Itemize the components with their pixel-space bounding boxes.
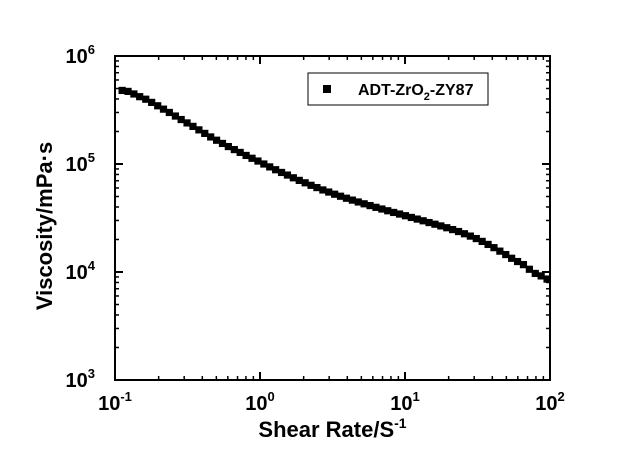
data-point bbox=[218, 139, 227, 148]
data-point bbox=[248, 154, 256, 162]
data-point bbox=[325, 188, 333, 196]
data-point bbox=[413, 215, 421, 223]
data-point bbox=[289, 174, 297, 182]
data-point bbox=[254, 157, 262, 165]
legend-marker bbox=[323, 85, 331, 93]
y-axis-label: Viscosity/mPa·s bbox=[32, 142, 57, 310]
data-series bbox=[118, 86, 551, 283]
data-point bbox=[472, 234, 480, 243]
x-axis-label: Shear Rate/S-1 bbox=[258, 415, 406, 442]
data-point bbox=[183, 119, 191, 127]
data-point bbox=[519, 261, 528, 269]
data-point bbox=[454, 227, 463, 236]
data-point bbox=[378, 205, 386, 213]
y-tick-label: 103 bbox=[66, 366, 95, 392]
data-point bbox=[313, 183, 321, 192]
data-point bbox=[460, 230, 469, 238]
data-point bbox=[425, 218, 433, 227]
data-point bbox=[443, 224, 451, 232]
data-point bbox=[319, 186, 327, 194]
data-point bbox=[508, 254, 516, 262]
data-point bbox=[272, 166, 280, 174]
data-point bbox=[407, 213, 415, 222]
data-point bbox=[301, 179, 309, 187]
data-point bbox=[437, 222, 445, 230]
data-point bbox=[154, 102, 162, 110]
data-point bbox=[189, 122, 197, 130]
data-point bbox=[159, 105, 168, 113]
data-point bbox=[342, 194, 351, 202]
data-point bbox=[130, 90, 138, 98]
data-point bbox=[537, 272, 545, 280]
data-point bbox=[260, 160, 268, 168]
data-point bbox=[484, 240, 492, 249]
data-point bbox=[195, 126, 203, 134]
data-point bbox=[283, 171, 292, 179]
data-point bbox=[307, 181, 315, 189]
plot-area bbox=[114, 55, 551, 381]
data-point bbox=[478, 237, 486, 246]
data-point bbox=[207, 133, 215, 141]
data-point bbox=[466, 232, 474, 240]
data-point bbox=[242, 151, 250, 160]
data-point bbox=[395, 210, 404, 218]
data-point bbox=[171, 112, 180, 120]
y-tick-label: 105 bbox=[66, 150, 95, 176]
data-point bbox=[230, 145, 238, 154]
plot-frame bbox=[114, 55, 551, 381]
data-point bbox=[348, 196, 356, 204]
data-point bbox=[295, 176, 303, 184]
x-tick-label: 100 bbox=[245, 389, 274, 415]
x-tick-label: 101 bbox=[390, 389, 419, 415]
data-point bbox=[531, 269, 539, 278]
data-point bbox=[331, 190, 339, 198]
data-point bbox=[502, 250, 510, 259]
axes: 10-1 100 101 102 103 104 105 106 Shear Rate/S-1 V… bbox=[32, 42, 565, 442]
y-tick-label: 106 bbox=[66, 42, 95, 68]
y-tick-label: 104 bbox=[66, 258, 96, 284]
data-point bbox=[513, 257, 522, 266]
data-point bbox=[390, 208, 398, 217]
data-point bbox=[490, 244, 498, 252]
data-point bbox=[136, 93, 144, 101]
data-point bbox=[118, 86, 126, 95]
data-point bbox=[372, 203, 380, 211]
data-point bbox=[277, 168, 286, 177]
x-tick-label: 102 bbox=[535, 389, 564, 415]
data-point bbox=[165, 108, 173, 117]
data-point bbox=[419, 217, 427, 225]
data-point bbox=[148, 98, 156, 106]
data-point bbox=[236, 148, 244, 157]
data-point bbox=[525, 265, 533, 273]
data-point bbox=[449, 225, 457, 234]
legend-label: ADT-ZrO2-ZY87 bbox=[358, 82, 474, 103]
legend: ADT-ZrO2-ZY87 bbox=[307, 72, 489, 106]
data-point bbox=[213, 136, 221, 144]
data-point bbox=[201, 129, 209, 138]
data-point bbox=[354, 198, 362, 206]
data-point bbox=[496, 247, 504, 255]
data-point bbox=[360, 200, 368, 208]
data-point bbox=[336, 192, 345, 200]
data-point bbox=[124, 87, 132, 96]
data-point bbox=[224, 142, 232, 151]
legend-box bbox=[307, 72, 489, 106]
x-tick-label: 10-1 bbox=[98, 389, 132, 415]
data-point bbox=[177, 115, 185, 124]
data-point bbox=[266, 163, 274, 171]
data-point bbox=[431, 220, 439, 228]
data-point bbox=[543, 275, 551, 283]
data-point bbox=[142, 95, 150, 103]
data-point bbox=[384, 207, 392, 215]
data-point bbox=[366, 201, 374, 210]
data-point bbox=[401, 212, 410, 220]
